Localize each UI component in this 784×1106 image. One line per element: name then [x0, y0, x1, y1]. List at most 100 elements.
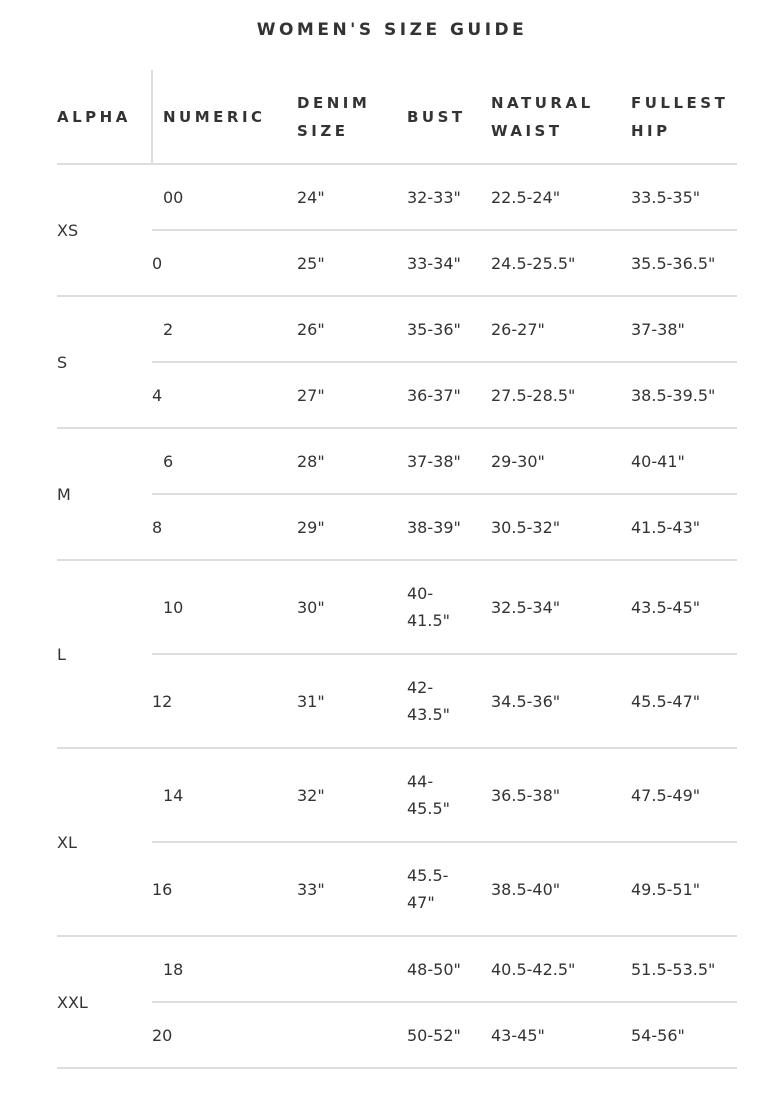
numeric-cell: 2 — [152, 296, 297, 363]
numeric-cell: 12 — [152, 654, 297, 749]
fullest-hip-value: 45.5-47" — [631, 691, 701, 711]
bust-value: 50-52" — [407, 1025, 461, 1045]
fullest-hip-value: 49.5-51" — [631, 879, 701, 899]
fullest-hip-cell: 49.5-51" — [631, 842, 737, 937]
numeric-cell: 8 — [152, 494, 297, 561]
fullest-hip-cell: 51.5-53.5" — [631, 936, 737, 1003]
denim-size-cell: 31" — [297, 654, 407, 749]
denim-size-value: 32" — [297, 785, 325, 805]
denim-size-value: 33" — [297, 879, 325, 899]
table-row: XS 00 24" 32-33" 22.5-24" 33.5-35" — [57, 164, 737, 297]
bust-value: 37-38" — [407, 451, 461, 471]
numeric-value: 12 — [152, 691, 173, 711]
numeric-value: 6 — [163, 451, 174, 471]
natural-waist-value: 26-27" — [491, 319, 545, 339]
bust-cell: 35-36" — [407, 296, 491, 363]
numeric-value: 2 — [163, 319, 174, 339]
fullest-hip-cell: 43.5-45" — [631, 560, 737, 655]
fullest-hip-value: 43.5-45" — [631, 597, 701, 617]
bust-cell: 42-43.5" — [407, 654, 491, 749]
natural-waist-cell: 24.5-25.5" — [491, 230, 631, 297]
header-numeric: NUMERIC — [151, 70, 297, 165]
bust-cell: 40-41.5" — [407, 560, 491, 655]
bust-value: 40-41.5" — [407, 584, 450, 630]
numeric-value: 8 — [152, 517, 163, 537]
fullest-hip-value: 37-38" — [631, 319, 685, 339]
fullest-hip-value: 38.5-39.5" — [631, 385, 716, 405]
page-title: WOMEN'S SIZE GUIDE — [256, 20, 528, 40]
numeric-value: 20 — [152, 1025, 173, 1045]
bust-value: 42-43.5" — [407, 678, 450, 724]
fullest-hip-cell: 41.5-43" — [631, 494, 737, 561]
denim-size-cell: 25" — [297, 230, 407, 297]
table-row: 16 33" 45.5-47" 38.5-40" 49.5-51" — [57, 842, 737, 937]
table-row: XXL 18 48-50" 40.5-42.5" 51.5-53.5" — [57, 936, 737, 1069]
header-bust: BUST — [407, 70, 491, 165]
numeric-value: 10 — [163, 597, 184, 617]
fullest-hip-value: 54-56" — [631, 1025, 685, 1045]
numeric-cell: 00 — [152, 164, 297, 231]
alpha-cell: XS — [57, 164, 152, 297]
numeric-value: 0 — [152, 253, 163, 273]
header-natural-waist: NATURAL WAIST — [491, 70, 631, 165]
numeric-cell: 20 — [152, 1002, 297, 1069]
table-row: M 6 28" 37-38" 29-30" 40-41" — [57, 428, 737, 561]
natural-waist-cell: 30.5-32" — [491, 494, 631, 561]
natural-waist-cell: 38.5-40" — [491, 842, 631, 937]
bust-value: 44-45.5" — [407, 772, 450, 818]
natural-waist-cell: 26-27" — [491, 296, 631, 363]
denim-size-cell: 28" — [297, 428, 407, 495]
fullest-hip-value: 51.5-53.5" — [631, 959, 716, 979]
bust-value: 33-34" — [407, 253, 461, 273]
bust-cell: 36-37" — [407, 362, 491, 429]
natural-waist-value: 40.5-42.5" — [491, 959, 576, 979]
header-row: ALPHA NUMERIC DENIM SIZE BUST NATURAL WA… — [57, 70, 737, 165]
natural-waist-cell: 27.5-28.5" — [491, 362, 631, 429]
header-alpha: ALPHA — [57, 70, 152, 165]
natural-waist-value: 30.5-32" — [491, 517, 561, 537]
numeric-value: 4 — [152, 385, 163, 405]
denim-size-value: 24" — [297, 187, 325, 207]
natural-waist-value: 32.5-34" — [491, 597, 561, 617]
alpha-cell: XL — [57, 748, 152, 937]
table-row: 4 27" 36-37" 27.5-28.5" 38.5-39.5" — [57, 362, 737, 429]
fullest-hip-cell: 35.5-36.5" — [631, 230, 737, 297]
denim-size-cell: 26" — [297, 296, 407, 363]
denim-size-value: 29" — [297, 517, 325, 537]
alpha-cell: S — [57, 296, 152, 429]
table-row: 20 50-52" 43-45" 54-56" — [57, 1002, 737, 1069]
numeric-value: 14 — [163, 785, 184, 805]
bust-value: 36-37" — [407, 385, 461, 405]
numeric-cell: 4 — [152, 362, 297, 429]
denim-size-cell: 30" — [297, 560, 407, 655]
natural-waist-value: 29-30" — [491, 451, 545, 471]
bust-cell: 37-38" — [407, 428, 491, 495]
natural-waist-cell: 43-45" — [491, 1002, 631, 1069]
natural-waist-cell: 36.5-38" — [491, 748, 631, 843]
bust-value: 45.5-47" — [407, 866, 449, 912]
denim-size-value: 28" — [297, 451, 325, 471]
fullest-hip-value: 35.5-36.5" — [631, 253, 716, 273]
bust-value: 48-50" — [407, 959, 461, 979]
denim-size-cell — [297, 936, 407, 1003]
table-row: L 10 30" 40-41.5" 32.5-34" 43.5-45" — [57, 560, 737, 749]
denim-size-cell: 32" — [297, 748, 407, 843]
natural-waist-cell: 29-30" — [491, 428, 631, 495]
fullest-hip-cell: 54-56" — [631, 1002, 737, 1069]
fullest-hip-value: 47.5-49" — [631, 785, 701, 805]
alpha-cell: M — [57, 428, 152, 561]
table-row: 8 29" 38-39" 30.5-32" 41.5-43" — [57, 494, 737, 561]
denim-size-value: 31" — [297, 691, 325, 711]
bust-cell: 38-39" — [407, 494, 491, 561]
bust-cell: 32-33" — [407, 164, 491, 231]
natural-waist-value: 24.5-25.5" — [491, 253, 576, 273]
alpha-cell: XXL — [57, 936, 152, 1069]
numeric-cell: 10 — [152, 560, 297, 655]
numeric-cell: 6 — [152, 428, 297, 495]
bust-value: 32-33" — [407, 187, 461, 207]
natural-waist-value: 36.5-38" — [491, 785, 561, 805]
denim-size-cell: 24" — [297, 164, 407, 231]
bust-cell: 50-52" — [407, 1002, 491, 1069]
denim-size-value: 27" — [297, 385, 325, 405]
natural-waist-cell: 40.5-42.5" — [491, 936, 631, 1003]
